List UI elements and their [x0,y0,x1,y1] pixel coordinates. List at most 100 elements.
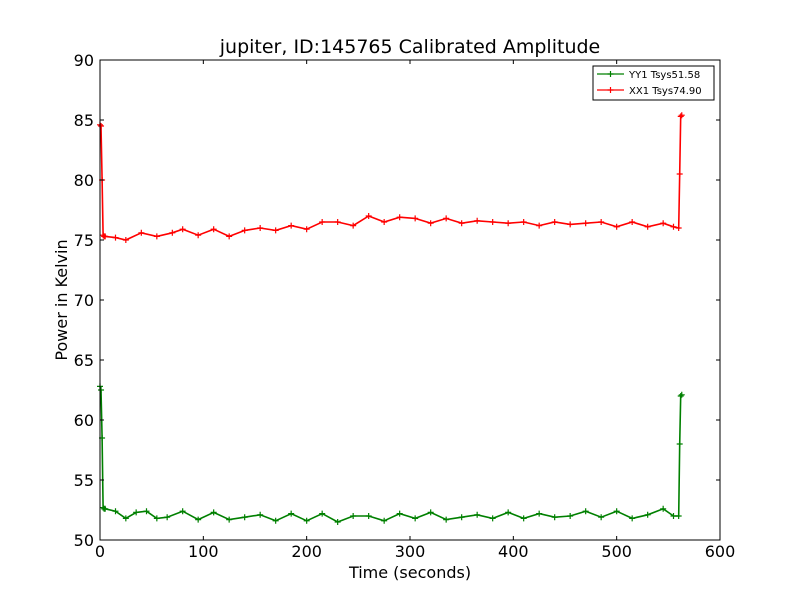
series-0-point [272,517,279,524]
series-1-point [257,225,264,231]
x-tick-label: 100 [188,542,219,561]
chart-title: jupiter, ID:145765 Calibrated Amplitude [219,36,600,58]
y-tick-label: 85 [74,111,94,130]
series-1-point [520,219,527,225]
series-1-point [153,233,160,240]
y-tick-label: 80 [74,171,94,190]
series-1-point [427,220,434,227]
series-0-point [660,505,667,512]
x-tick-label: 600 [705,542,736,561]
series-0-point [153,515,160,522]
series-0-point [303,517,310,524]
series-1-point [138,229,145,236]
series-0-point [334,519,341,525]
series-0-point [427,509,434,516]
legend: YY1 Tsys51.58 XX1 Tsys74.90 [592,65,715,101]
series-1-point [210,226,217,233]
series-0-point [675,513,682,519]
series-1-point [396,214,403,221]
series-0-point [474,511,481,518]
series-0-point [676,441,683,447]
x-tick-label: 0 [95,542,105,561]
series-0-point [567,513,574,519]
series-0-point [443,516,450,523]
series-0-point [319,510,326,517]
x-tick-label: 400 [498,542,529,561]
series-0-point [598,514,605,521]
series-1-point [629,219,636,225]
series-1-point [122,237,129,243]
series-1-point [505,220,512,227]
series-1-point [319,219,326,225]
series-1-point [179,226,186,233]
series-0-point [133,509,140,516]
series-1-point [582,220,589,227]
series-0-point [582,508,589,515]
series-1-point [677,113,684,120]
series-1-point [675,225,682,231]
series-0-point [350,513,357,519]
series-1-point [241,227,248,234]
series-0-point [644,511,651,518]
series-1-point [443,215,450,222]
series-1-point [226,233,233,240]
y-tick-label: 55 [74,471,94,490]
series-0-point [489,515,496,522]
series-1-point [112,234,119,241]
series-1-point [350,222,357,229]
series-1-point [489,219,496,225]
series-0-point [257,511,264,518]
series-1-point [676,171,683,177]
series-0-point [412,515,419,522]
series-0-point [210,509,217,516]
series-1-point [288,222,295,229]
x-axis-label: Time (seconds) [348,563,471,582]
series-1-point [98,123,105,129]
series-1-point [598,219,605,225]
legend-marker [607,71,614,77]
series-0-point [670,513,677,519]
y-tick-label: 75 [74,231,94,250]
series-1-point [303,226,310,233]
series-1-point [536,222,543,229]
series-0-point [164,514,171,521]
series-1-point [644,223,651,230]
plot-area: 0 100 200 300 400 500 600 50 55 60 65 70 75 80 85 90 [74,51,736,561]
legend-box [592,65,715,101]
series-0-point [195,516,202,523]
series-1-point [660,220,667,227]
series-0-point [288,510,295,517]
series-1-point [551,219,558,225]
x-tick-label: 300 [395,542,426,561]
series-0-point [381,517,388,524]
series-1-point [567,221,574,228]
series-1-point [102,233,109,240]
series-1-point [613,223,620,230]
series-0-point [677,393,684,399]
series-0-point [505,509,512,516]
series-0-point [102,505,109,512]
series-line-1 [99,114,683,241]
series-0-point [458,514,465,521]
series-0-point [179,508,186,515]
series-0-point [143,508,150,515]
series-1-point [365,213,372,219]
series-0-point [122,515,129,522]
y-tick-label: 65 [74,351,94,370]
series-1-point [334,219,341,225]
series-1-point [381,219,388,225]
series-0-point [613,508,620,515]
series-1-point [458,220,465,227]
series-1-point [169,229,176,236]
x-tick-label: 200 [291,542,322,561]
y-tick-label: 50 [74,531,94,550]
legend-label: XX1 Tsys74.90 [629,86,702,97]
y-tick-label: 60 [74,411,94,430]
legend-label: YY1 Tsys51.58 [628,70,700,81]
series-1-point [412,215,419,222]
series-0-point [112,508,119,515]
y-axis-label: Power in Kelvin [52,239,71,360]
y-tick-label: 90 [74,51,94,70]
series-0-point [629,515,636,522]
